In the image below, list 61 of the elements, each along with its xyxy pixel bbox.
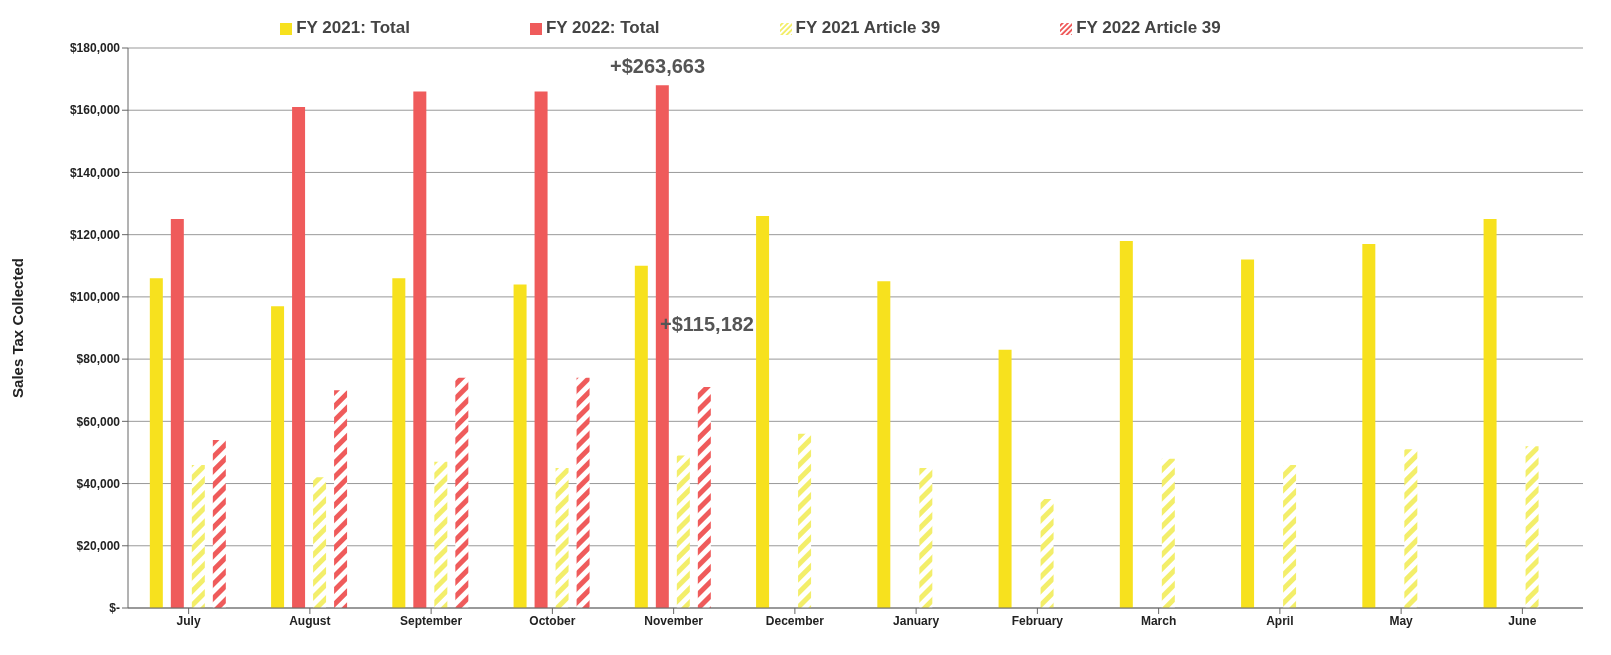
bar xyxy=(392,278,406,608)
y-tick-label: $60,000 xyxy=(76,414,121,429)
x-tick-label: October xyxy=(529,613,576,628)
bar xyxy=(1525,446,1539,608)
x-tick-label: June xyxy=(1508,613,1537,628)
y-tick-label: $140,000 xyxy=(69,165,121,180)
y-tick-label: $80,000 xyxy=(76,352,121,367)
bar xyxy=(455,377,469,608)
bar xyxy=(191,464,205,608)
x-tick-label: December xyxy=(765,613,825,628)
bar xyxy=(919,468,933,608)
bar xyxy=(271,306,285,608)
bar xyxy=(413,91,427,608)
bar xyxy=(1404,449,1418,608)
annotation: +$263,663 xyxy=(609,55,707,78)
y-tick-label: $40,000 xyxy=(76,476,121,491)
y-axis-title: Sales Tax Collected xyxy=(9,258,27,398)
bar xyxy=(1362,244,1376,608)
y-tick-label: $160,000 xyxy=(69,103,121,118)
bar xyxy=(1119,240,1133,608)
bar xyxy=(676,455,690,608)
x-tick-label: September xyxy=(400,613,463,628)
bar xyxy=(212,440,226,608)
legend-label: FY 2021: Total xyxy=(296,18,410,37)
bar xyxy=(798,433,812,608)
x-tick-label: November xyxy=(644,613,704,628)
legend-label: FY 2022 Article 39 xyxy=(1076,18,1221,37)
bar xyxy=(877,281,891,608)
bar xyxy=(576,377,590,608)
x-tick-label: January xyxy=(893,613,940,628)
bar xyxy=(634,265,648,608)
bar xyxy=(998,349,1012,608)
x-tick-label: March xyxy=(1140,613,1177,628)
bar xyxy=(756,216,770,608)
x-tick-label: August xyxy=(289,613,331,628)
y-tick-label: $100,000 xyxy=(69,290,121,305)
x-tick-label: February xyxy=(1011,613,1064,628)
bar xyxy=(292,107,306,608)
bar xyxy=(697,387,711,608)
legend-label: FY 2022: Total xyxy=(545,18,660,37)
bar xyxy=(1283,464,1297,608)
x-tick-label: May xyxy=(1389,613,1414,628)
y-tick-label: $120,000 xyxy=(69,227,121,242)
bar xyxy=(170,219,184,608)
x-tick-label: April xyxy=(1266,613,1294,628)
y-tick-label: $- xyxy=(109,601,120,616)
legend-label: FY 2021 Article 39 xyxy=(795,18,941,37)
x-tick-label: July xyxy=(176,613,201,628)
bar xyxy=(1241,259,1255,608)
bar xyxy=(149,278,163,608)
bar xyxy=(1040,499,1054,608)
bar xyxy=(313,477,327,608)
bar xyxy=(434,461,448,608)
bar xyxy=(1483,219,1497,608)
bar xyxy=(513,284,527,608)
bar xyxy=(555,468,569,608)
y-tick-label: $20,000 xyxy=(76,539,121,554)
y-tick-label: $180,000 xyxy=(69,41,121,56)
bar xyxy=(1161,458,1175,608)
bar xyxy=(534,91,548,608)
bar xyxy=(334,390,348,608)
